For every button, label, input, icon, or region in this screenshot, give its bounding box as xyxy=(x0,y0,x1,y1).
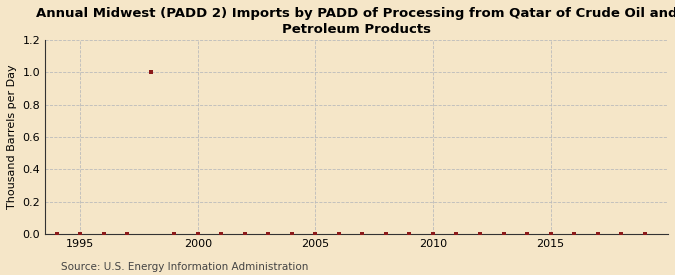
Title: Annual Midwest (PADD 2) Imports by PADD of Processing from Qatar of Crude Oil an: Annual Midwest (PADD 2) Imports by PADD … xyxy=(36,7,675,36)
Text: Source: U.S. Energy Information Administration: Source: U.S. Energy Information Administ… xyxy=(61,262,308,272)
Y-axis label: Thousand Barrels per Day: Thousand Barrels per Day xyxy=(7,65,17,209)
